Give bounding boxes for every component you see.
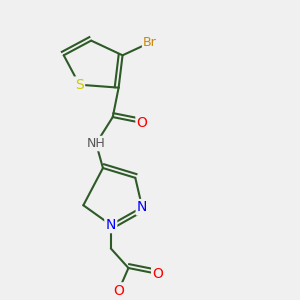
Text: N: N [106, 218, 116, 232]
Text: NH: NH [87, 137, 106, 150]
Text: O: O [152, 267, 163, 281]
Text: N: N [137, 200, 147, 214]
Text: S: S [75, 78, 84, 92]
Text: O: O [113, 284, 124, 298]
Text: O: O [137, 116, 148, 130]
Text: Br: Br [143, 36, 157, 49]
